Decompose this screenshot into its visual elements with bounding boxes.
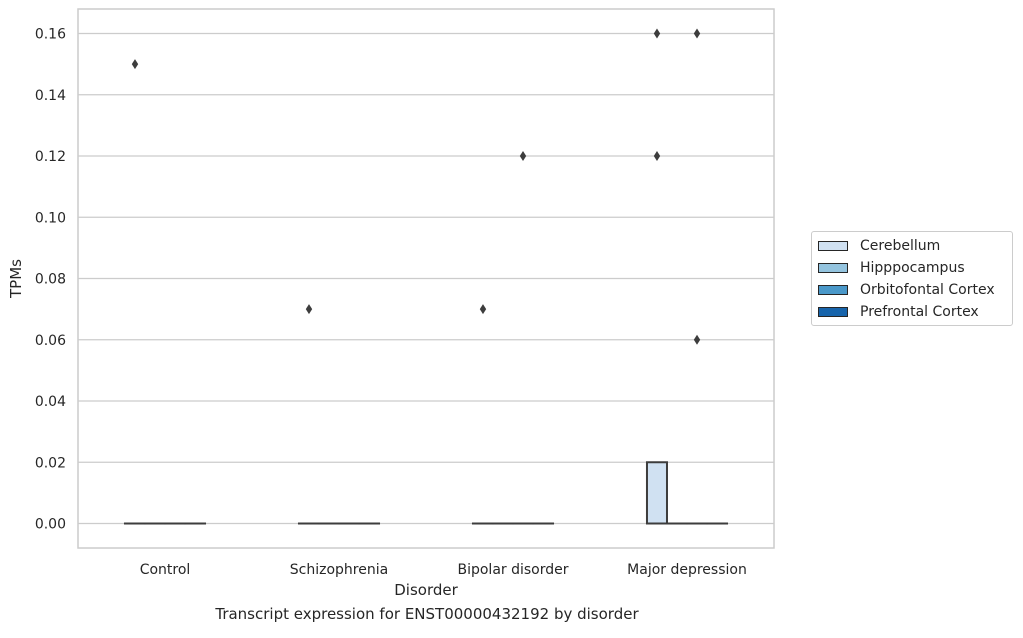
legend-swatch-cerebellum xyxy=(818,241,848,251)
legend-label-orbitofrontal: Orbitofontal Cortex xyxy=(860,282,995,298)
outlier-point xyxy=(480,304,486,314)
x-axis-label: Disorder xyxy=(394,581,458,599)
y-tick-label: 0.16 xyxy=(35,27,66,43)
outlier-point xyxy=(132,59,138,69)
y-tick-label: 0.10 xyxy=(35,210,66,226)
y-tick-label: 0.14 xyxy=(35,88,66,104)
y-tick-label: 0.06 xyxy=(35,333,66,349)
box xyxy=(647,462,667,523)
legend: Cerebellum Hipppocampus Orbitofontal Cor… xyxy=(811,231,1013,326)
legend-swatch-orbitofrontal xyxy=(818,285,848,295)
x-tick-label: Bipolar disorder xyxy=(457,562,568,578)
y-tick-label: 0.04 xyxy=(35,394,66,410)
legend-label-cerebellum: Cerebellum xyxy=(860,238,940,254)
y-tick-label: 0.08 xyxy=(35,272,66,288)
outlier-point xyxy=(654,151,660,161)
y-axis-label: TPMs xyxy=(7,259,25,299)
x-tick-label: Major depression xyxy=(627,562,747,578)
y-tick-label: 0.12 xyxy=(35,149,66,165)
legend-swatch-hippocampus xyxy=(818,263,848,273)
y-tick-label: 0.00 xyxy=(35,517,66,533)
x-tick-label: Schizophrenia xyxy=(290,562,388,578)
legend-item-orbitofrontal: Orbitofontal Cortex xyxy=(818,280,995,300)
outlier-point xyxy=(520,151,526,161)
legend-item-hippocampus: Hipppocampus xyxy=(818,258,965,278)
outlier-point xyxy=(694,29,700,39)
legend-label-hippocampus: Hipppocampus xyxy=(860,260,965,276)
outlier-point xyxy=(306,304,312,314)
legend-item-prefrontal: Prefrontal Cortex xyxy=(818,302,979,322)
x-tick-label: Control xyxy=(140,562,191,578)
y-tick-label: 0.02 xyxy=(35,455,66,471)
outlier-point xyxy=(694,335,700,345)
legend-label-prefrontal: Prefrontal Cortex xyxy=(860,304,979,320)
legend-item-cerebellum: Cerebellum xyxy=(818,236,940,256)
legend-swatch-prefrontal xyxy=(818,307,848,317)
chart-caption: Transcript expression for ENST0000043219… xyxy=(0,605,854,623)
outlier-point xyxy=(654,29,660,39)
